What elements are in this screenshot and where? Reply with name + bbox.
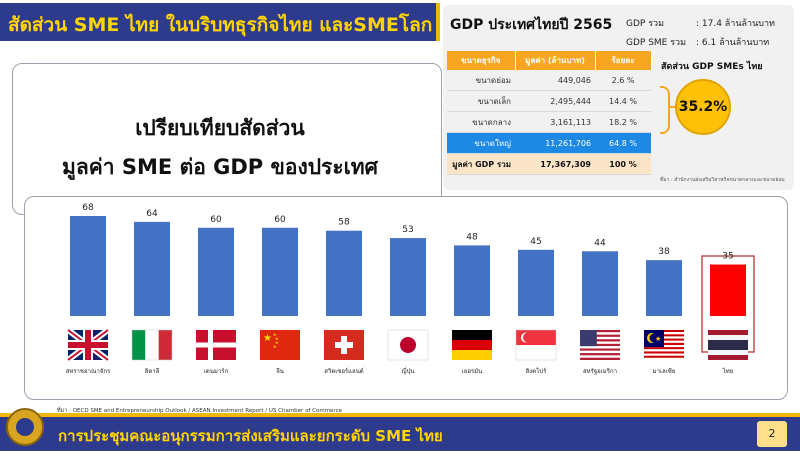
data-label: 68 [82,203,94,213]
gdp-table: ขนาดธุรกิจ มูลค่า (ล้านบาท) ร้อยละ ขนาดย… [447,51,652,175]
sme-share-label: สัดส่วน GDP SMEs ไทย [661,62,763,72]
gdp-table-row: ขนาดเล็ก 2,495,444 14.4 % [447,90,651,112]
bar [390,238,426,316]
category-label: สวิตเซอร์แลนด์ [324,367,364,375]
compare-title-line1: เปรียบเทียบสัดส่วน [135,116,305,140]
gdp-table-header-cell: ร้อยละ [595,51,652,70]
gdp-table-row: ขนาดกลาง 3,161,113 18.2 % [447,111,651,133]
gdp-table-cell: 64.8 % [595,132,651,154]
uk-flag-icon [66,327,110,363]
footer-accent-line [0,413,800,417]
footer-bar [0,417,800,451]
bar [198,227,234,316]
gdp-sme-label: GDP SME รวม [626,38,687,48]
gdp-source-note: ที่มา : สำนักงานส่งเสริมวิสาหกิจขนาดกลาง… [660,177,785,183]
singapore-flag-icon [515,329,557,361]
data-label: 48 [466,232,478,242]
gdp-sme-line: GDP SME รวม : 6.1 ล้านล้านบาท [626,35,769,49]
category-label: อิตาลี [144,367,159,375]
gdp-table-cell: 100 % [595,153,651,175]
china-flag-icon: ★ ★★★★ [260,330,300,360]
bar [646,260,682,316]
data-label: 38 [658,247,670,257]
gdp-table-cell: 2,495,444 [515,90,595,112]
thailand-flag-icon [708,330,748,360]
category-label: สหราชอาณาจักร [66,368,111,375]
gdp-table-header-cell: มูลค่า (ล้านบาท) [515,51,596,70]
gdp-table-cell: 17,367,309 [515,153,595,175]
gdp-table-cell: 14.4 % [595,90,651,112]
italy-flag-icon [131,329,173,361]
bar [582,251,618,316]
data-label: 60 [274,215,286,225]
title-banner: สัดส่วน SME ไทย ในบริบทธุรกิจไทย และSMEโ… [0,3,440,41]
gdp-table-header-cell: ขนาดธุรกิจ [447,51,516,70]
gdp-table-row: ขนาดย่อม 449,046 2.6 % [447,70,651,91]
gdp-table-cell: 11,261,706 [515,132,595,154]
gdp-table-cell: 18.2 % [595,111,651,133]
gdp-table-header: ขนาดธุรกิจ มูลค่า (ล้านบาท) ร้อยละ [447,51,652,70]
category-label: สหรัฐอเมริกา [583,368,617,375]
gdp-table-row-total: มูลค่า GDP รวม 17,367,309 100 % [447,153,651,175]
bar [326,230,362,316]
svg-text:★: ★ [263,333,272,344]
category-label: เดนมาร์ก [204,367,229,375]
chart-source-note: ที่มา : OECD SME and Entrepreneurship Ou… [57,408,342,414]
category-label: ญี่ปุ่น [401,367,414,375]
bar [134,221,170,316]
gdp-panel-title: GDP ประเทศไทยปี 2565 [450,17,613,33]
data-label: 35 [722,252,733,262]
share-brace [660,86,670,134]
gdp-table-cell: ขนาดใหญ่ [447,132,515,154]
gdp-table-cell: มูลค่า GDP รวม [447,153,515,175]
switzerland-flag-icon [324,330,364,360]
gdp-total-value: : 17.4 ล้านล้านบาท [696,19,775,29]
usa-flag-icon [580,330,620,360]
bar [518,249,554,316]
germany-flag-icon [452,330,492,360]
denmark-flag-icon [196,330,236,360]
svg-text:★: ★ [275,336,279,341]
gdp-table-cell: ขนาดเล็ก [447,90,515,112]
gdp-table-cell: 449,046 [515,70,595,91]
malaysia-flag-icon: ★ [644,330,684,360]
gdp-sme-value: : 6.1 ล้านล้านบาท [696,38,770,48]
data-label: 64 [146,209,158,219]
page-number: 2 [757,421,787,447]
svg-text:★: ★ [273,332,277,337]
svg-text:★: ★ [655,335,661,343]
page-title: สัดส่วน SME ไทย ในบริบทธุรกิจไทย และSMEโ… [8,14,433,36]
data-label: 44 [594,238,606,248]
gdp-total-label: GDP รวม [626,19,665,29]
category-label: สิงคโปร์ [525,367,547,375]
bar [710,264,746,316]
data-label: 45 [530,237,541,247]
gdp-table-cell: 3,161,113 [515,111,595,133]
organization-seal-icon [6,408,44,446]
compare-card [12,63,442,215]
compare-title-line2: มูลค่า SME ต่อ GDP ของประเทศ [62,155,378,179]
svg-text:★: ★ [275,340,279,345]
bar [70,216,106,316]
category-label: ไทย [722,367,734,375]
gdp-table-cell: ขนาดกลาง [447,111,515,133]
data-label: 58 [338,218,350,228]
footer-title: การประชุมคณะอนุกรรมการส่งเสริมและยกระดับ… [58,427,443,445]
category-label: จีน [276,367,284,375]
svg-text:★: ★ [273,344,277,349]
data-label: 53 [402,225,413,235]
data-label: 60 [210,215,222,225]
share-brace-tip [668,106,676,108]
bar [454,245,490,316]
sme-share-badge: 35.2% [675,79,731,135]
gdp-table-cell: 2.6 % [595,70,651,91]
japan-flag-icon [387,329,429,361]
category-label: มาเลเซีย [653,367,676,375]
gdp-table-cell: ขนาดย่อม [447,70,515,91]
bar [262,227,298,316]
gdp-table-row-large: ขนาดใหญ่ 11,261,706 64.8 % [447,132,651,154]
gdp-total-line: GDP รวม : 17.4 ล้านล้านบาท [626,16,775,30]
category-label: เยอรมัน [462,368,482,375]
